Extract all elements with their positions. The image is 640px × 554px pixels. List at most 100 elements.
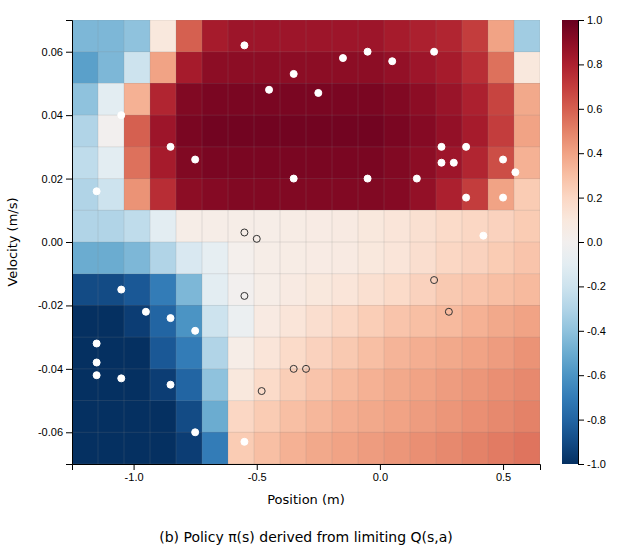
cell (150, 242, 176, 274)
cell (384, 401, 410, 433)
cell (202, 401, 228, 433)
cell (410, 401, 436, 433)
dot (192, 327, 199, 334)
dot (142, 308, 149, 315)
cell (202, 20, 228, 52)
cell (514, 369, 540, 401)
cell (384, 20, 410, 52)
cell (384, 432, 410, 464)
tick: 0.06 (42, 46, 72, 58)
grid-line (72, 464, 540, 465)
cell (358, 305, 384, 337)
cell (410, 179, 436, 211)
tick-label: 0.02 (42, 173, 63, 185)
cell (358, 179, 384, 211)
x-axis: -1.0-0.50.00.5 (73, 464, 541, 483)
cell (332, 369, 358, 401)
cell (280, 401, 306, 433)
cell (228, 242, 254, 274)
cell (72, 20, 98, 52)
dot (241, 42, 248, 49)
cell (228, 305, 254, 337)
cell (72, 401, 98, 433)
cell (306, 401, 332, 433)
cell (202, 147, 228, 179)
cell (228, 147, 254, 179)
dot (290, 365, 297, 372)
cell (306, 115, 332, 147)
tick-label: 0.8 (587, 58, 602, 70)
tick-label: -1.0 (587, 458, 606, 470)
tick: 0.02 (42, 173, 72, 185)
cell (280, 242, 306, 274)
cell (150, 20, 176, 52)
cell (202, 179, 228, 211)
cell (358, 337, 384, 369)
cell (358, 242, 384, 274)
dot (266, 86, 273, 93)
open-dots (241, 229, 452, 395)
cell (358, 115, 384, 147)
cell (410, 52, 436, 84)
tick: 0.8 (578, 58, 602, 70)
dot (339, 55, 346, 62)
cell (488, 147, 514, 179)
cell (124, 210, 150, 242)
cell (332, 179, 358, 211)
cell (150, 274, 176, 306)
cell (384, 274, 410, 306)
cell (410, 369, 436, 401)
cell (462, 210, 488, 242)
tick-mark (578, 464, 584, 465)
tick-label: -0.02 (38, 299, 63, 311)
cell (332, 210, 358, 242)
cell (462, 83, 488, 115)
cell (332, 432, 358, 464)
tick-label: -0.2 (587, 280, 606, 292)
grid-line (72, 83, 540, 84)
tick-mark (66, 52, 72, 53)
y-axis: -0.06-0.04-0.020.000.020.040.06 (38, 21, 73, 465)
dot (364, 175, 371, 182)
cell (488, 401, 514, 433)
cell (332, 115, 358, 147)
cell (202, 115, 228, 147)
dot (500, 194, 507, 201)
cell (462, 401, 488, 433)
cell (150, 369, 176, 401)
tick-mark (578, 64, 584, 65)
dot (167, 381, 174, 388)
cell (150, 52, 176, 84)
filled-dots (93, 42, 519, 445)
cell (306, 337, 332, 369)
cell (228, 115, 254, 147)
tick-mark (503, 464, 504, 470)
dot (290, 70, 297, 77)
tick-mark (578, 198, 584, 199)
cell (462, 115, 488, 147)
dot (413, 175, 420, 182)
cell (410, 83, 436, 115)
tick: -1.0 (578, 458, 606, 470)
tick-label: 0.4 (587, 147, 602, 159)
grid-line (72, 273, 540, 274)
axis-line (73, 465, 541, 471)
dot (241, 292, 248, 299)
cell (72, 52, 98, 84)
cell (488, 305, 514, 337)
cell (410, 147, 436, 179)
cell (306, 52, 332, 84)
cell (176, 337, 202, 369)
cell (488, 115, 514, 147)
cell (280, 274, 306, 306)
cells (72, 20, 540, 464)
cell (254, 20, 280, 52)
cell (384, 369, 410, 401)
cell (332, 305, 358, 337)
cell (176, 401, 202, 433)
dot (303, 365, 310, 372)
cell (228, 432, 254, 464)
cell (228, 210, 254, 242)
dot (167, 315, 174, 322)
cell (150, 179, 176, 211)
